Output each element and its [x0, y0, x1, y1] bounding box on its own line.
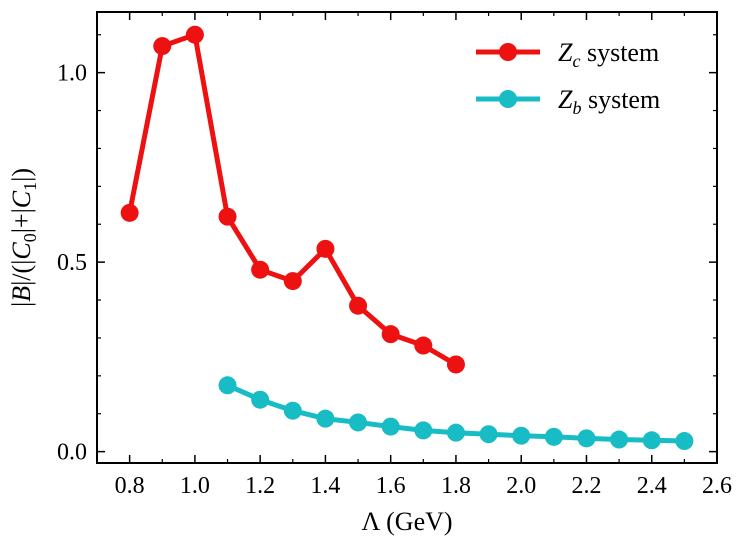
data-point	[544, 427, 563, 446]
data-point	[414, 336, 433, 355]
data-point	[153, 37, 172, 56]
data-point	[610, 430, 629, 449]
data-point	[218, 376, 237, 395]
x-tick-label: 1.2	[245, 473, 275, 499]
y-label-part: |	[7, 302, 36, 307]
legend-marker-zc	[499, 43, 517, 61]
legend-label-zb: Zb system	[558, 85, 660, 118]
data-point	[251, 260, 270, 279]
x-axis-label: Λ (GeV)	[361, 507, 452, 536]
x-tick-label: 2.4	[637, 473, 667, 499]
plot-frame	[96, 11, 718, 464]
data-point	[446, 355, 465, 374]
series-layer	[120, 25, 694, 451]
y-axis-label: |B|/(|C0|+|C1|)	[7, 168, 40, 307]
axis-ticks: 0.8 1.0 1.2 1.4 1.6 1.8 2.0 2.2 2.4 2.6 0.0 0.5 1.0	[57, 12, 732, 499]
y-label-part: 1	[20, 182, 40, 191]
x-tick-label: 1.0	[180, 473, 210, 499]
data-point	[316, 409, 335, 428]
data-point	[414, 421, 433, 440]
series-zc	[120, 25, 465, 374]
data-point	[120, 203, 139, 222]
y-label-part: B	[7, 286, 36, 302]
data-point	[283, 401, 302, 420]
data-point	[251, 390, 270, 409]
legend-entry-zc: Zc system	[476, 38, 659, 71]
x-tick-label: 1.6	[376, 473, 406, 499]
legend-label-zc: Zc system	[558, 38, 659, 71]
data-point	[479, 425, 498, 444]
legend-rest: system	[580, 38, 659, 67]
data-point	[381, 325, 400, 344]
y-label-part: |/(|	[7, 260, 36, 286]
series-zb	[218, 376, 694, 451]
data-point	[381, 417, 400, 436]
y-tick-label: 0.5	[57, 250, 87, 276]
y-label-part: C	[7, 242, 36, 260]
data-point	[642, 431, 661, 450]
x-tick-label: 0.8	[115, 473, 145, 499]
y-label-part: C	[7, 190, 36, 208]
legend-entry-zb: Zb system	[476, 85, 660, 118]
x-tick-label: 1.4	[310, 473, 340, 499]
data-point	[675, 432, 694, 451]
legend-rest: system	[581, 85, 660, 114]
y-tick-label: 1.0	[57, 61, 87, 87]
y-label-part: |)	[7, 168, 36, 182]
legend: Zc system Zb system	[476, 38, 660, 118]
data-point	[185, 25, 204, 44]
data-point	[349, 296, 368, 315]
data-point	[577, 429, 596, 448]
data-point	[316, 239, 335, 258]
y-tick-label: 0.0	[57, 440, 87, 466]
x-tick-label: 2.2	[571, 473, 601, 499]
x-tick-label: 2.0	[506, 473, 536, 499]
x-tick-label: 2.6	[702, 473, 732, 499]
data-point	[446, 423, 465, 442]
y-label-part: |+|	[7, 208, 36, 233]
data-point	[349, 413, 368, 432]
data-point	[283, 272, 302, 291]
legend-marker-zb	[499, 90, 517, 108]
legend-symbol: Z	[558, 85, 573, 114]
x-tick-label: 1.8	[441, 473, 471, 499]
data-point	[512, 426, 531, 445]
series-line	[127, 32, 458, 367]
data-point	[218, 207, 237, 226]
legend-subscript: c	[572, 51, 580, 71]
legend-subscript: b	[572, 98, 581, 118]
legend-symbol: Z	[558, 38, 573, 67]
y-label-part: 0	[20, 233, 40, 242]
